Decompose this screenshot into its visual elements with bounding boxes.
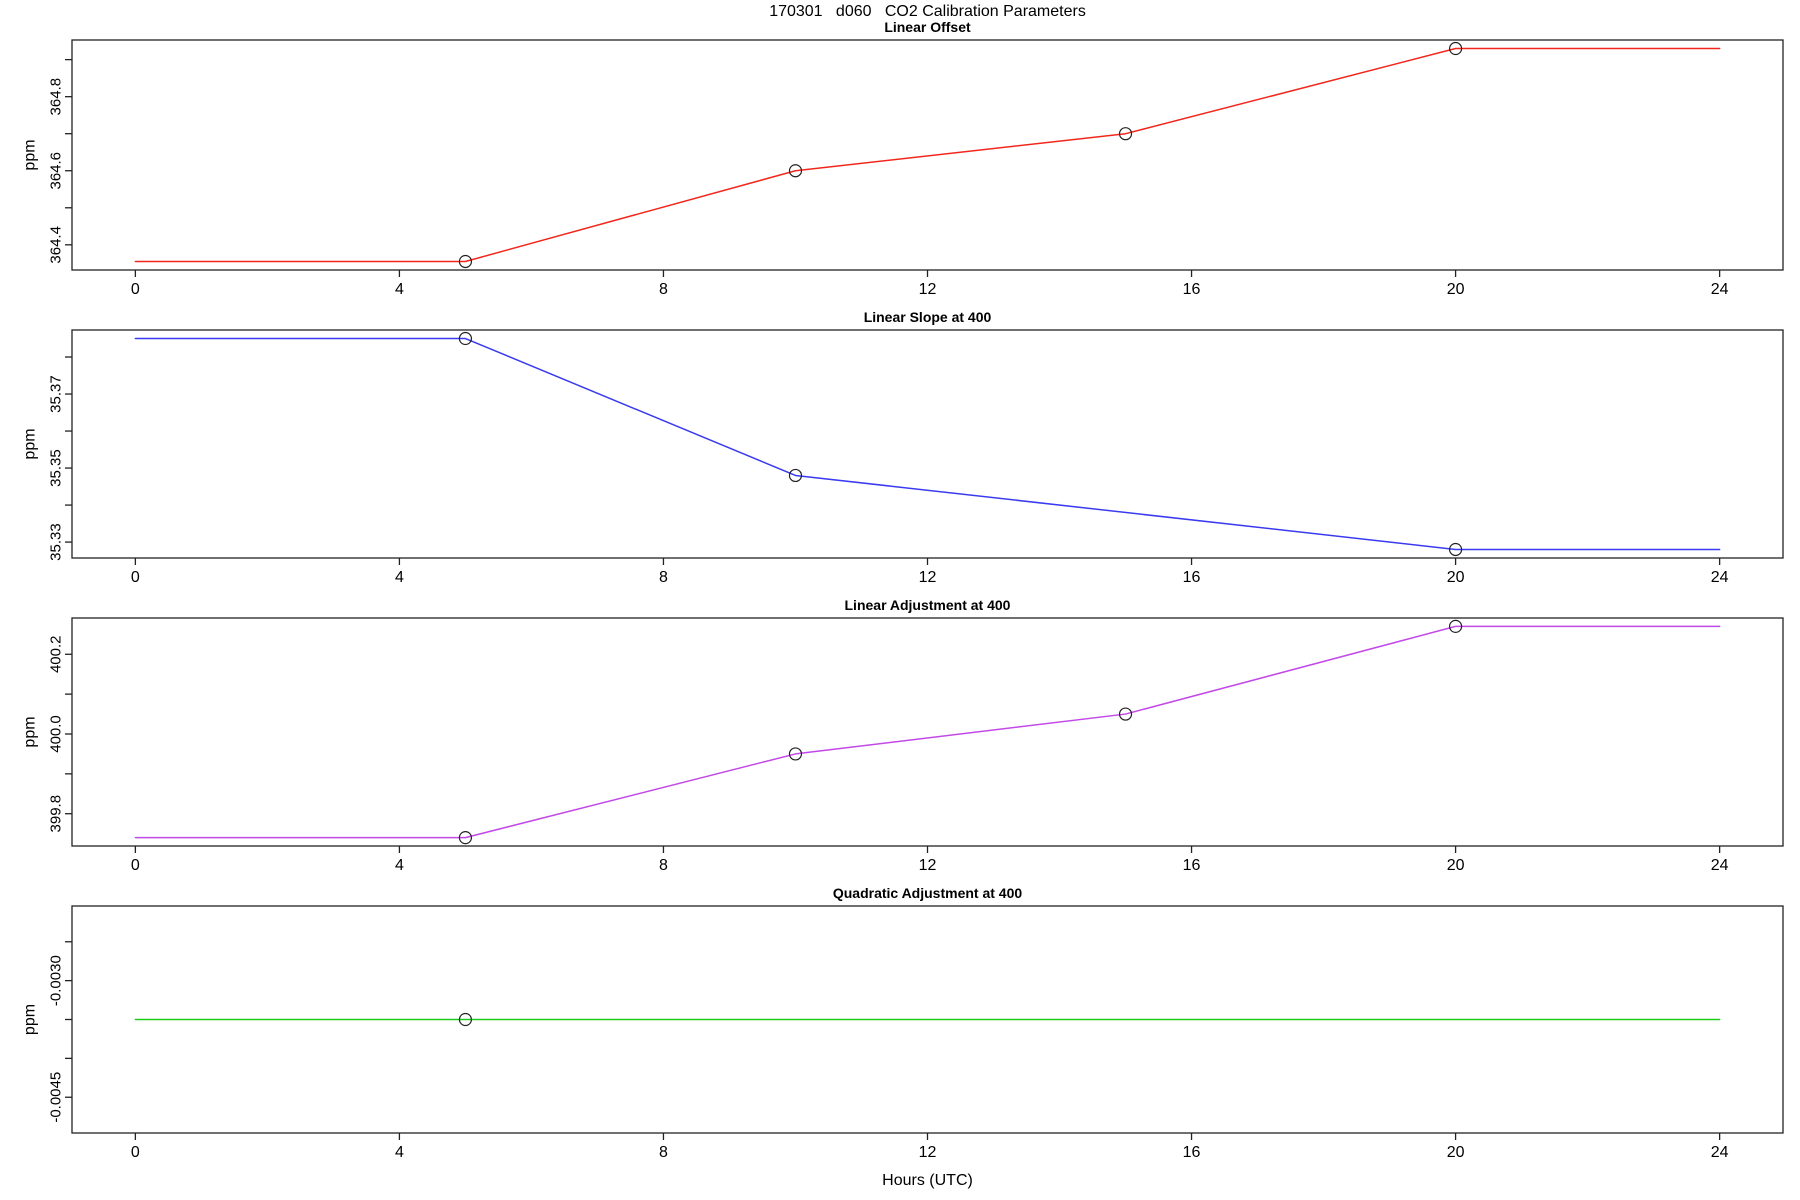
panel-title: Quadratic Adjustment at 400 bbox=[833, 885, 1023, 901]
data-point-marker bbox=[458, 831, 473, 845]
data-point-marker bbox=[788, 747, 803, 761]
x-tick-label: 12 bbox=[919, 1144, 937, 1161]
x-tick-label: 0 bbox=[131, 857, 140, 874]
y-tick-label: 35.37 bbox=[48, 375, 65, 413]
x-tick-label: 4 bbox=[395, 281, 404, 298]
x-tick-label: 4 bbox=[395, 857, 404, 874]
data-point-marker bbox=[1118, 707, 1133, 721]
x-tick-label: 0 bbox=[131, 281, 140, 298]
panel-title: Linear Offset bbox=[884, 19, 971, 35]
x-tick-label: 16 bbox=[1183, 569, 1201, 586]
x-tick-label: 8 bbox=[659, 281, 668, 298]
x-tick-label: 8 bbox=[659, 857, 668, 874]
x-tick-label: 4 bbox=[395, 569, 404, 586]
x-tick-label: 20 bbox=[1447, 1144, 1465, 1161]
x-tick-label: 20 bbox=[1447, 281, 1465, 298]
data-point-marker bbox=[788, 468, 803, 483]
data-point-marker bbox=[1118, 127, 1133, 141]
x-tick-label: 8 bbox=[659, 569, 668, 586]
series-line bbox=[134, 337, 1721, 551]
y-tick-label: 364.4 bbox=[48, 226, 65, 264]
y-axis-unit-label: ppm bbox=[22, 716, 39, 747]
y-tick-label: -0.0030 bbox=[48, 955, 65, 1006]
x-tick-label: 20 bbox=[1447, 857, 1465, 874]
y-axis-unit-label: ppm bbox=[22, 139, 39, 170]
y-axis-unit-label: ppm bbox=[22, 1004, 39, 1035]
series-line bbox=[134, 47, 1721, 263]
data-point-marker bbox=[458, 1012, 473, 1027]
x-tick-label: 0 bbox=[131, 1144, 140, 1161]
x-axis-label: Hours (UTC) bbox=[882, 1172, 973, 1189]
x-tick-label: 12 bbox=[919, 569, 937, 586]
x-tick-label: 16 bbox=[1183, 1144, 1201, 1161]
y-tick-label: 364.6 bbox=[48, 152, 65, 190]
main-title: 170301 d060 CO2 Calibration Parameters bbox=[769, 3, 1086, 20]
x-tick-label: 16 bbox=[1183, 281, 1201, 298]
panel-box bbox=[71, 39, 1784, 271]
panel-title: Linear Adjustment at 400 bbox=[845, 597, 1011, 613]
x-tick-label: 24 bbox=[1711, 1144, 1729, 1161]
y-tick-label: 400.0 bbox=[48, 715, 65, 753]
data-point-marker bbox=[458, 254, 473, 269]
x-tick-label: 0 bbox=[131, 569, 140, 586]
y-axis-unit-label: ppm bbox=[22, 428, 39, 459]
x-tick-label: 16 bbox=[1183, 857, 1201, 874]
y-tick-label: -0.0045 bbox=[48, 1072, 65, 1123]
x-tick-label: 4 bbox=[395, 1144, 404, 1161]
series-line bbox=[134, 625, 1721, 839]
y-tick-label: 364.8 bbox=[48, 78, 65, 116]
y-tick-label: 35.35 bbox=[48, 449, 65, 487]
x-tick-label: 8 bbox=[659, 1144, 668, 1161]
x-tick-label: 20 bbox=[1447, 569, 1465, 586]
x-tick-label: 24 bbox=[1711, 857, 1729, 874]
data-point-marker bbox=[458, 331, 473, 346]
data-point-marker bbox=[1448, 41, 1463, 56]
x-tick-label: 24 bbox=[1711, 281, 1729, 298]
data-point-marker bbox=[1448, 619, 1463, 633]
x-tick-label: 24 bbox=[1711, 569, 1729, 586]
x-tick-label: 12 bbox=[919, 857, 937, 874]
y-tick-label: 400.2 bbox=[48, 635, 65, 673]
panel-box bbox=[71, 329, 1784, 559]
data-point-marker bbox=[1448, 542, 1463, 557]
x-tick-label: 12 bbox=[919, 281, 937, 298]
panel-box bbox=[71, 617, 1784, 847]
data-point-marker bbox=[788, 164, 803, 178]
panel-title: Linear Slope at 400 bbox=[864, 309, 992, 325]
y-tick-label: 35.33 bbox=[48, 523, 65, 561]
y-tick-label: 399.8 bbox=[48, 795, 65, 833]
